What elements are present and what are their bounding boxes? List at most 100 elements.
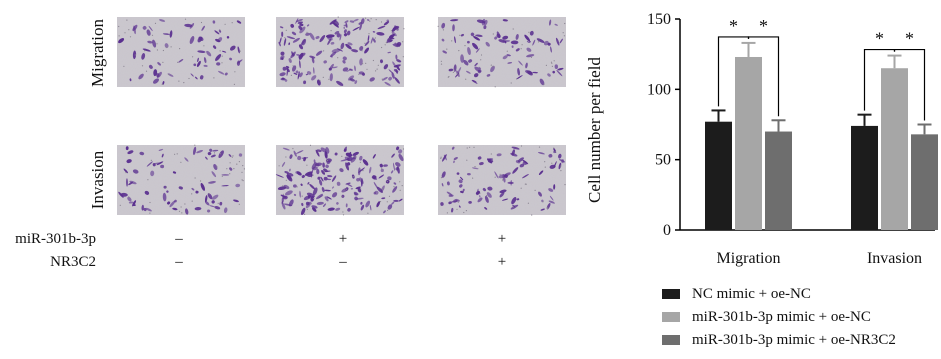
membrane-pore (369, 20, 371, 22)
stained-cell (169, 200, 176, 208)
stained-cell (367, 19, 370, 21)
stained-cell (372, 38, 376, 43)
stained-cell (475, 191, 481, 195)
membrane-pore (466, 147, 468, 149)
membrane-pore (379, 201, 382, 203)
stained-cell (339, 168, 344, 173)
stained-cell (142, 48, 151, 52)
stained-cell (331, 186, 335, 189)
membrane-pore (472, 177, 474, 179)
stained-cell (275, 174, 284, 178)
membrane-pore (150, 159, 152, 161)
stained-cell (283, 38, 287, 46)
stained-cell (340, 42, 345, 50)
membrane-pore (323, 171, 325, 173)
stained-cell (381, 197, 386, 200)
stained-cell (326, 178, 332, 181)
membrane-pore (128, 196, 130, 198)
stained-cell (126, 159, 132, 164)
x-tick-label: Invasion (867, 250, 922, 267)
membrane-pore (362, 170, 364, 172)
significance-star: * (905, 29, 914, 49)
stained-cell (310, 195, 315, 202)
stained-cell (286, 174, 293, 182)
membrane-pore (479, 192, 481, 195)
stained-cell (515, 33, 519, 40)
stained-cell (278, 41, 281, 47)
stained-cell (311, 205, 318, 209)
stained-cell (118, 191, 124, 198)
stained-cell (558, 153, 562, 159)
membrane-pore (289, 59, 291, 61)
membrane-pore (330, 30, 332, 32)
stained-cell (356, 177, 361, 182)
stained-cell (379, 163, 383, 168)
membrane-pore (341, 155, 343, 157)
membrane-pore (463, 211, 465, 214)
stained-cell (347, 75, 355, 81)
stained-cell (293, 184, 297, 188)
membrane-pore (203, 45, 205, 47)
stained-cell (226, 36, 230, 39)
membrane-pore (490, 153, 492, 155)
stained-cell (390, 170, 394, 174)
membrane-pore (531, 214, 533, 216)
stained-cell (376, 201, 381, 208)
membrane-pore (440, 63, 443, 65)
microscopy-image (276, 16, 405, 87)
stained-cell (478, 66, 482, 70)
stained-cell (462, 188, 465, 192)
membrane-pore (512, 206, 514, 208)
membrane-pore (200, 180, 202, 182)
membrane-pore (360, 188, 362, 190)
stained-cell (391, 26, 397, 32)
membrane-pore (402, 41, 404, 43)
stained-cell (362, 159, 369, 166)
stained-cell (391, 72, 395, 79)
membrane-pore (520, 145, 523, 147)
membrane-pore (192, 56, 194, 58)
stained-cell (335, 207, 341, 211)
stained-cell (238, 153, 243, 157)
stained-cell (189, 36, 195, 44)
stained-cell (451, 200, 459, 203)
stained-cell (482, 188, 487, 192)
stained-cell (298, 60, 301, 69)
stained-cell (451, 207, 454, 213)
stained-cell (316, 201, 324, 205)
stained-cell (397, 41, 402, 47)
stained-cell (347, 183, 353, 187)
stained-cell (389, 39, 393, 43)
membrane-pore (469, 146, 471, 148)
membrane-pore (466, 159, 468, 161)
stained-cell (484, 207, 488, 210)
stained-cell (392, 186, 398, 193)
membrane-pore (456, 208, 458, 210)
stained-cell (309, 32, 315, 41)
membrane-pore (145, 70, 148, 72)
condition-label-mir: miR-301b-3p (15, 231, 96, 247)
stained-cell (353, 18, 359, 22)
stained-cell (128, 181, 134, 186)
membrane-pore (465, 78, 467, 80)
stained-cell (295, 70, 299, 74)
membrane-pore (184, 18, 187, 20)
stained-cell (306, 24, 310, 27)
membrane-pore (231, 22, 233, 24)
stained-cell (558, 162, 562, 170)
membrane-pore (176, 153, 178, 155)
stained-cell (207, 151, 212, 156)
stained-cell (487, 158, 494, 161)
stained-cell (387, 51, 392, 54)
membrane-pore (396, 28, 398, 30)
stained-cell (158, 148, 164, 151)
stained-cell (279, 72, 286, 77)
membrane-pore (309, 144, 312, 146)
stained-cell (360, 204, 365, 211)
stained-cell (209, 148, 213, 152)
stained-cell (457, 66, 462, 74)
membrane-pore (319, 79, 321, 82)
stained-cell (299, 23, 304, 27)
stained-cell (345, 152, 353, 157)
membrane-pore (494, 86, 496, 88)
